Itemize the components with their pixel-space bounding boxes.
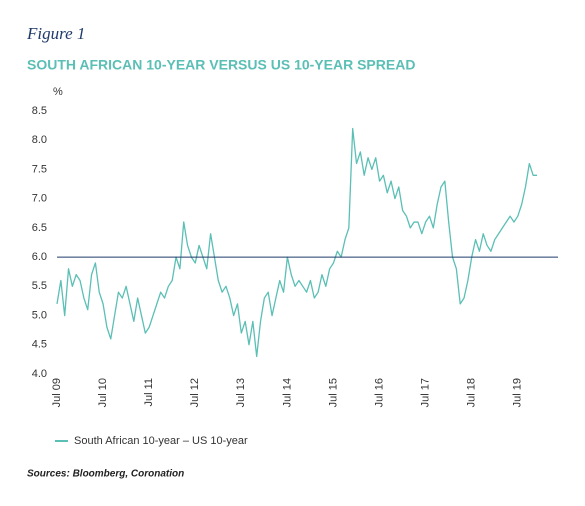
y-tick-label: 6.0 bbox=[32, 251, 47, 263]
x-tick-label: Jul 09 bbox=[51, 378, 63, 407]
source: Sources: Bloomberg, Coronation bbox=[27, 469, 184, 480]
x-tick-label: Jul 18 bbox=[466, 378, 478, 407]
y-tick-label: 6.5 bbox=[32, 222, 47, 234]
chart-title: SOUTH AFRICAN 10-YEAR VERSUS US 10-YEAR … bbox=[27, 57, 415, 73]
x-tick-label: Jul 16 bbox=[373, 378, 385, 407]
data-line bbox=[56, 127, 537, 358]
x-tick-label: Jul 17 bbox=[420, 378, 432, 407]
y-tick-label: 7.5 bbox=[32, 163, 47, 175]
x-tick-label: Jul 10 bbox=[97, 378, 109, 407]
y-tick-label: 5.0 bbox=[32, 309, 47, 321]
x-tick-label: Jul 19 bbox=[512, 378, 524, 407]
legend-label: South African 10-year – US 10-year bbox=[74, 435, 248, 447]
y-axis-label: % bbox=[53, 86, 63, 98]
y-tick-label: 8.0 bbox=[32, 134, 47, 146]
x-tick-label: Jul 13 bbox=[235, 378, 247, 407]
x-tick-label: Jul 12 bbox=[189, 378, 201, 407]
y-tick-label: 7.0 bbox=[32, 193, 47, 205]
y-tick-label: 5.5 bbox=[32, 280, 47, 292]
y-tick-label: 4.5 bbox=[32, 339, 47, 351]
y-tick-label: 8.5 bbox=[32, 105, 47, 117]
y-tick-label: 4.0 bbox=[32, 368, 47, 380]
x-tick-label: Jul 15 bbox=[327, 378, 339, 407]
x-tick-label: Jul 11 bbox=[143, 378, 155, 407]
figure-label: Figure 1 bbox=[26, 24, 85, 43]
x-tick-label: Jul 14 bbox=[281, 378, 293, 407]
